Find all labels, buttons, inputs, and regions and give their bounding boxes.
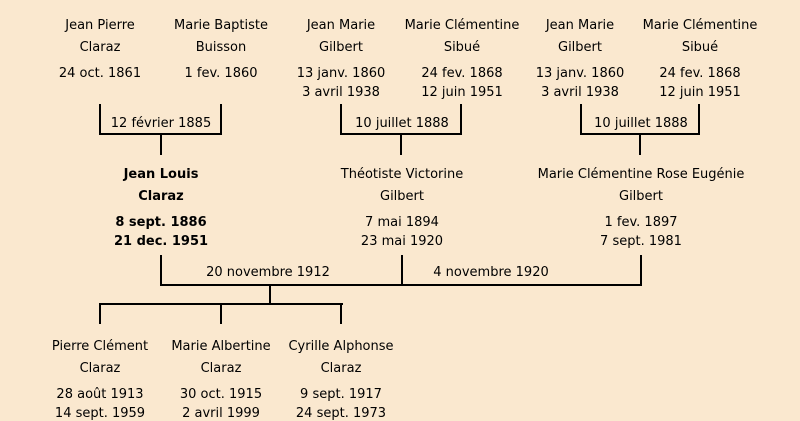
marriage-date-1920[interactable]: 4 novembre 1920: [433, 265, 549, 280]
person-name-line: Jean Pierre: [65, 18, 135, 33]
death-date: 3 avril 1938: [302, 85, 380, 100]
connector-line: [220, 305, 222, 324]
person-name-line: Jean Louis: [123, 167, 199, 182]
birth-date: 24 oct. 1861: [58, 66, 142, 81]
person-name-line: Marie Clémentine Rose Eugénie: [537, 167, 745, 182]
person-name-line: Sibué: [443, 40, 481, 55]
connector-line: [220, 104, 222, 135]
person-jean-pierre-claraz[interactable]: Jean Pierre Claraz 24 oct. 1861: [59, 15, 141, 83]
birth-date: 30 oct. 1915: [179, 387, 263, 402]
person-pierre-clement-claraz[interactable]: Pierre Clément Claraz 28 août 1913 14 se…: [52, 336, 148, 421]
connector-line: [269, 286, 271, 305]
person-jean-marie-gilbert-1[interactable]: Jean Marie Gilbert 13 janv. 1860 3 avril…: [297, 15, 386, 102]
person-jean-marie-gilbert-2[interactable]: Jean Marie Gilbert 13 janv. 1860 3 avril…: [536, 15, 625, 102]
birth-date: 7 mai 1894: [365, 215, 439, 230]
connector-line: [640, 255, 642, 286]
connector-line: [340, 133, 462, 135]
person-name-line: Marie Baptiste: [174, 18, 268, 33]
death-date: 24 sept. 1973: [295, 406, 387, 421]
person-cyrille-alphonse-claraz[interactable]: Cyrille Alphonse Claraz 9 sept. 1917 24 …: [288, 336, 393, 421]
connector-line: [99, 133, 222, 135]
marriage-date-1888-a[interactable]: 10 juillet 1888: [355, 116, 449, 131]
person-name-line: Claraz: [320, 361, 362, 376]
death-date: 12 juin 1951: [659, 85, 741, 100]
person-name-line: Marie Albertine: [171, 339, 271, 354]
birth-date: 28 août 1913: [56, 387, 144, 402]
person-name-line: Marie Clémentine: [642, 18, 758, 33]
connector-line: [99, 303, 343, 305]
person-name-line: Gilbert: [558, 40, 602, 55]
connector-line: [340, 104, 342, 135]
birth-date: 9 sept. 1917: [300, 387, 382, 402]
marriage-date-1885[interactable]: 12 février 1885: [110, 116, 212, 131]
connector-line: [580, 133, 700, 135]
person-jean-louis-claraz[interactable]: Jean Louis Claraz 8 sept. 1886 21 dec. 1…: [114, 164, 208, 251]
connector-line: [99, 305, 101, 324]
person-name-line: Cyrille Alphonse: [288, 339, 394, 354]
person-name-line: Gilbert: [379, 189, 424, 204]
connector-line: [160, 135, 162, 155]
person-name-line: Pierre Clément: [51, 339, 149, 354]
death-date: 21 dec. 1951: [113, 234, 209, 249]
person-name-line: Claraz: [79, 361, 121, 376]
birth-date: 24 fev. 1868: [421, 66, 503, 81]
connector-line: [340, 305, 342, 324]
person-name-line: Jean Marie: [306, 18, 376, 33]
person-name-line: Gilbert: [319, 40, 363, 55]
person-marie-baptiste-buisson[interactable]: Marie Baptiste Buisson 1 fev. 1860: [174, 15, 268, 83]
death-date: 7 sept. 1981: [600, 234, 682, 249]
person-name-line: Sibué: [681, 40, 719, 55]
connector-line: [160, 284, 642, 286]
birth-date: 8 sept. 1886: [115, 215, 207, 230]
connector-line: [99, 104, 101, 135]
death-date: 12 juin 1951: [421, 85, 503, 100]
death-date: 14 sept. 1959: [54, 406, 146, 421]
person-marie-clementine-rose-eugenie-gilbert[interactable]: Marie Clémentine Rose Eugénie Gilbert 1 …: [538, 164, 745, 251]
connector-line: [160, 255, 162, 286]
person-marie-albertine-claraz[interactable]: Marie Albertine Claraz 30 oct. 1915 2 av…: [171, 336, 270, 421]
birth-date: 24 fev. 1868: [659, 66, 741, 81]
person-name-line: Buisson: [195, 40, 247, 55]
person-name-line: Gilbert: [618, 189, 663, 204]
death-date: 23 mai 1920: [360, 234, 444, 249]
birth-date: 13 janv. 1860: [296, 66, 386, 81]
connector-line: [698, 104, 700, 135]
marriage-date-1912[interactable]: 20 novembre 1912: [206, 265, 330, 280]
person-name-line: Claraz: [79, 40, 121, 55]
marriage-date-1888-b[interactable]: 10 juillet 1888: [594, 116, 688, 131]
connector-line: [580, 104, 582, 135]
birth-date: 1 fev. 1860: [184, 66, 258, 81]
person-name-line: Claraz: [138, 189, 184, 204]
connector-line: [639, 135, 641, 155]
death-date: 3 avril 1938: [541, 85, 619, 100]
connector-line: [460, 104, 462, 135]
person-name-line: Théotiste Victorine: [340, 167, 464, 182]
person-name-line: Claraz: [200, 361, 242, 376]
person-name-line: Jean Marie: [545, 18, 615, 33]
connector-line: [400, 135, 402, 155]
connector-line: [401, 255, 403, 286]
person-name-line: Marie Clémentine: [404, 18, 520, 33]
person-theotiste-victorine-gilbert[interactable]: Théotiste Victorine Gilbert 7 mai 1894 2…: [341, 164, 463, 251]
birth-date: 1 fev. 1897: [604, 215, 678, 230]
death-date: 2 avril 1999: [182, 406, 260, 421]
person-marie-clementine-sibue-2[interactable]: Marie Clémentine Sibué 24 fev. 1868 12 j…: [643, 15, 758, 102]
birth-date: 13 janv. 1860: [535, 66, 625, 81]
person-marie-clementine-sibue-1[interactable]: Marie Clémentine Sibué 24 fev. 1868 12 j…: [405, 15, 520, 102]
